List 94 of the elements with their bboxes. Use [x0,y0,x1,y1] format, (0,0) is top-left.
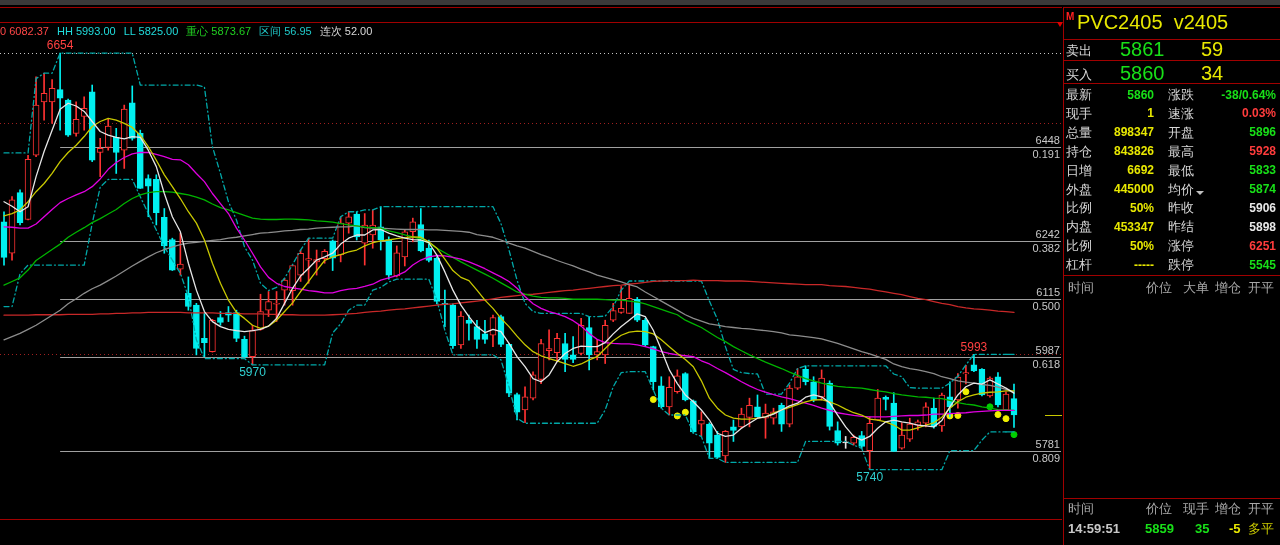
point [681,408,689,416]
text: 买入 [1066,67,1092,83]
text: 5860 [1127,87,1154,103]
text: 开平 [1248,501,1274,517]
text: 5906 [1249,200,1276,216]
ref-line-label: 6242 [1035,228,1060,241]
text: PVC2405 v2405 [1077,9,1229,35]
text: 内盘 [1066,219,1092,236]
text: ----- [1134,257,1154,273]
text: 昨收 [1168,200,1194,217]
text: 时间 [1068,501,1094,517]
text: 6251 [1249,238,1276,254]
point [649,396,657,404]
text: 卖出 [1066,43,1092,59]
text: 时间 [1068,280,1094,296]
text: -38/0.64% [1221,87,1276,103]
text: 昨结 [1168,219,1194,236]
ref-line-label: 6115 [1036,286,1060,299]
point [1002,415,1010,423]
text: 大单 [1183,280,1209,296]
text: 价位 [1146,280,1172,296]
point [1010,431,1018,439]
text: 区间 56.95 [259,25,312,38]
text: 速涨 [1168,105,1194,122]
text: 5859 [1145,521,1174,537]
text: 最高 [1168,143,1194,160]
candlestick [545,329,553,361]
text: 35 [1195,521,1210,537]
text: 5874 [1249,182,1276,197]
annotation: 5970 [239,365,267,380]
text: 现手 [1183,501,1209,517]
text: M [1066,9,1075,23]
text: 34 [1201,60,1224,86]
point [962,388,970,396]
annotation: 0.500 [1032,300,1060,313]
candlestick [56,52,64,131]
annotation: 6654 [46,38,74,53]
text: 总量 [1066,124,1092,141]
text: 比例 [1066,238,1092,255]
annotation: 5993 [960,339,988,354]
text: 453347 [1113,219,1154,235]
text: 5896 [1249,125,1276,141]
text: 增仓 [1215,501,1241,517]
text: 59 [1201,36,1224,62]
text: 价位 [1146,501,1172,517]
annotation: 0.191 [1032,148,1060,161]
text: 涨停 [1168,238,1194,255]
annotation: 5740 [856,470,884,485]
text: 开平 [1248,280,1274,296]
text: -5 [1229,521,1241,537]
text: 比例 [1066,200,1092,217]
text: 5833 [1249,163,1276,179]
annotation: 0.382 [1032,242,1060,255]
text: 898347 [1113,125,1154,141]
text: 外盘 [1066,181,1092,198]
text: 增仓 [1215,280,1241,296]
text: 50% [1129,200,1154,216]
annotation: 0.809 [1032,452,1060,465]
point [994,411,1002,419]
text: 0 6082.37 [0,25,49,38]
text: 涨跌 [1168,87,1194,103]
text: 日增 [1066,162,1092,179]
text: 5861 [1120,36,1165,62]
text: HH 5993.00 [56,25,116,38]
candlestick [144,174,152,218]
annotation: 0.618 [1032,358,1060,371]
text: 最新 [1066,87,1092,103]
text: 843826 [1113,144,1154,160]
text: 杠杆 [1066,257,1092,274]
ref-line-label: 6448 [1035,134,1060,147]
text: 开盘 [1168,124,1194,141]
text: 持仓 [1066,143,1092,160]
text: 5898 [1249,219,1276,235]
text: 多平 [1248,521,1274,537]
text: 连次 52.00 [319,25,373,38]
text: 最低 [1168,162,1194,179]
text: 均价 [1168,181,1194,198]
ref-line-label: 5781 [1035,438,1060,451]
text: 5928 [1249,144,1276,160]
text: 重心 5873.67 [186,25,252,38]
candlestick [962,365,970,385]
text: 445000 [1113,182,1154,197]
candlestick [96,138,104,177]
text: 1 [1147,106,1154,122]
text: 14:59:51 [1068,521,1121,537]
text: 5545 [1249,257,1276,273]
ref-line-label: 5987 [1035,344,1060,357]
text: 跌停 [1168,257,1194,274]
text: 0.03% [1241,106,1276,122]
text: LL 5825.00 [123,25,179,38]
text: 50% [1129,238,1154,254]
text: 5860 [1120,60,1165,86]
text: 现手 [1066,105,1092,122]
text: 6692 [1127,163,1154,179]
